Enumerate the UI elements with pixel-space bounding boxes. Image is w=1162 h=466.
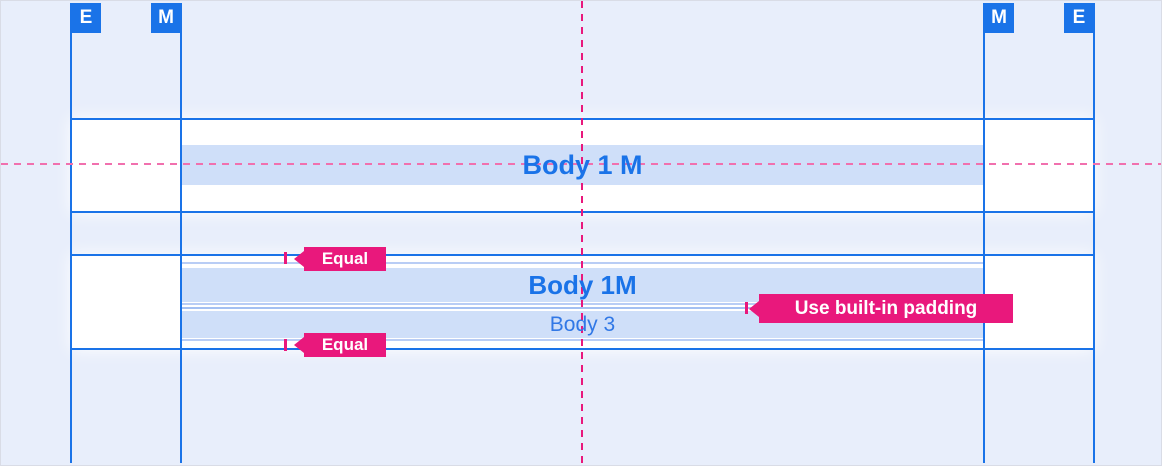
row2-body1m-text: Body 1M	[528, 269, 637, 300]
equal-top-measure-tick	[284, 252, 287, 264]
edge-marker-left-label: E	[79, 7, 93, 28]
builtin-padding-annotation-label: Use built-in padding	[794, 297, 978, 319]
margin-keyline-right	[983, 3, 985, 463]
edge-keyline-left	[70, 3, 72, 463]
edge-marker-left: E	[71, 3, 101, 33]
builtin-padding-annotation: Use built-in padding	[759, 294, 1013, 323]
row1-body1m-text: Body 1 M	[522, 149, 643, 180]
row2-body3-text: Body 3	[549, 312, 616, 336]
edge-marker-right: E	[1064, 3, 1094, 33]
margin-marker-left-label: M	[158, 7, 174, 28]
equal-annotation-top-label: Equal	[321, 249, 369, 268]
edge-keyline-right	[1093, 3, 1095, 463]
equal-annotation-bottom: Equal	[304, 333, 386, 357]
margin-marker-left: M	[151, 3, 181, 33]
margin-marker-right-label: M	[991, 7, 1007, 28]
margin-keyline-left	[180, 3, 182, 463]
equal-annotation-bottom-label: Equal	[321, 335, 369, 354]
padding-measure-tick	[745, 302, 748, 314]
equal-annotation-top: Equal	[304, 247, 386, 271]
edge-marker-right-label: E	[1072, 7, 1086, 28]
margin-marker-right: M	[984, 3, 1014, 33]
vertical-center-dashed-guide	[581, 1, 583, 463]
equal-bottom-measure-tick	[284, 339, 287, 351]
